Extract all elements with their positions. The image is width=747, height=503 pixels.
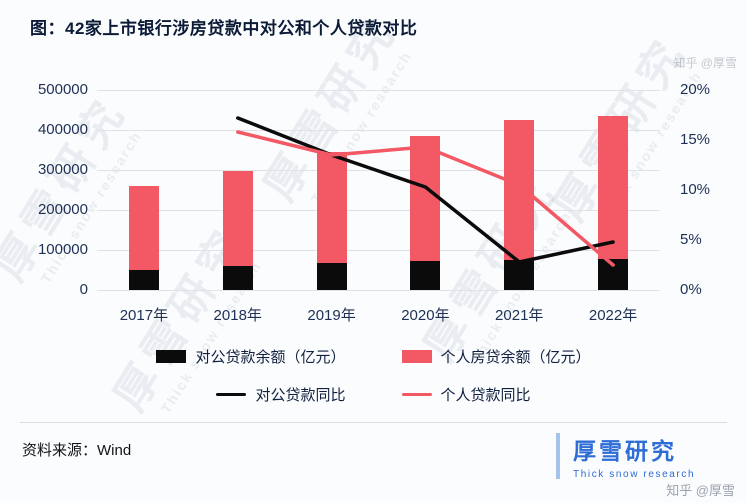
y-tick-left: 0 — [79, 281, 88, 298]
brand-bar — [556, 433, 560, 479]
legend-swatch-personal-balance — [401, 350, 432, 363]
y-axis-right: 0% 5% 10% 15% 20% — [670, 81, 740, 298]
bar-segment-corporate — [504, 259, 535, 290]
legend-swatch-corporate-balance — [156, 350, 187, 363]
legend-label-corporate-balance: 对公贷款余额（亿元） — [195, 349, 346, 366]
zhihu-watermark-bottom: 知乎 @厚雪 — [666, 483, 735, 498]
stacked-bar — [598, 116, 629, 290]
legend-swatch-personal-yoy — [401, 392, 432, 397]
stacked-bar — [316, 152, 347, 290]
bar-segment-personal — [128, 186, 159, 270]
y-tick-right: 15% — [680, 131, 711, 148]
y-tick-right: 5% — [680, 231, 702, 248]
source-label: 资料来源：Wind — [22, 442, 132, 459]
legend-label-corporate-yoy: 对公贷款同比 — [255, 387, 346, 404]
gridline — [97, 170, 660, 171]
y-tick-left: 500000 — [37, 81, 88, 98]
chart-title: 图：42家上市银行涉房贷款中对公和个人贷款对比 — [30, 19, 418, 38]
x-tick: 2018年 — [213, 307, 262, 324]
bar-segment-corporate — [222, 266, 253, 290]
stacked-bar — [128, 186, 159, 290]
brand-name: 厚雪研究 — [573, 438, 677, 464]
legend-item-corporate-yoy: 对公贷款同比 — [216, 384, 346, 405]
legend-label-personal-balance: 个人房贷余额（亿元） — [440, 349, 591, 366]
bar-segment-personal — [316, 152, 347, 264]
x-tick: 2019年 — [307, 307, 356, 324]
gridline — [97, 130, 660, 131]
gridline — [97, 250, 660, 251]
bar-segment-corporate — [598, 258, 629, 290]
bar-segment-personal — [598, 116, 629, 259]
plot-area — [97, 90, 660, 291]
gridline — [97, 290, 660, 291]
y-tick-left: 100000 — [37, 241, 88, 258]
gridline — [97, 210, 660, 211]
y-tick-left: 400000 — [37, 121, 88, 138]
x-tick: 2017年 — [119, 307, 169, 324]
bar-segment-corporate — [316, 263, 347, 290]
footer-divider — [20, 422, 727, 423]
bar-segment-corporate — [128, 270, 159, 290]
lines-svg — [236, 116, 615, 267]
y-axis-left: 0 100000 200000 300000 400000 500000 — [6, 81, 88, 298]
brand-logo: 厚雪研究 Thick snow research — [556, 432, 695, 480]
stacked-bar — [410, 136, 441, 290]
legend-swatch-corporate-yoy — [216, 392, 247, 397]
bar-segment-corporate — [410, 261, 441, 290]
bar-segment-personal — [410, 136, 441, 262]
legend-item-personal-balance: 个人房贷余额（亿元） — [401, 346, 591, 367]
x-tick: 2020年 — [401, 307, 450, 324]
y-tick-left: 200000 — [37, 201, 88, 218]
stacked-bar — [504, 120, 535, 290]
legend: 对公贷款余额（亿元） 个人房贷余额（亿元） 对公贷款同比 个人贷款同比 — [0, 346, 747, 405]
legend-item-personal-yoy: 个人贷款同比 — [401, 384, 531, 405]
zhihu-watermark-top: 知乎 @厚雪 — [673, 56, 737, 70]
brand-subtitle: Thick snow research — [573, 469, 696, 480]
x-tick: 2021年 — [495, 307, 544, 324]
legend-label-personal-yoy: 个人贷款同比 — [440, 387, 531, 404]
x-tick: 2022年 — [588, 307, 638, 324]
bar-segment-personal — [222, 171, 253, 266]
legend-row-lines: 对公贷款同比 个人贷款同比 — [216, 384, 531, 405]
stacked-bar — [222, 171, 253, 290]
bar-segment-personal — [504, 120, 535, 260]
y-tick-right: 0% — [680, 281, 702, 298]
x-axis: 2017年 2018年 2019年 2020年 2021年 2022年 — [97, 304, 660, 326]
y-tick-right: 10% — [680, 181, 711, 198]
y-tick-left: 300000 — [37, 161, 88, 178]
legend-item-corporate-balance: 对公贷款余额（亿元） — [156, 346, 346, 367]
y-tick-right: 20% — [680, 81, 711, 98]
legend-row-bars: 对公贷款余额（亿元） 个人房贷余额（亿元） — [156, 346, 591, 367]
gridline — [97, 90, 660, 91]
